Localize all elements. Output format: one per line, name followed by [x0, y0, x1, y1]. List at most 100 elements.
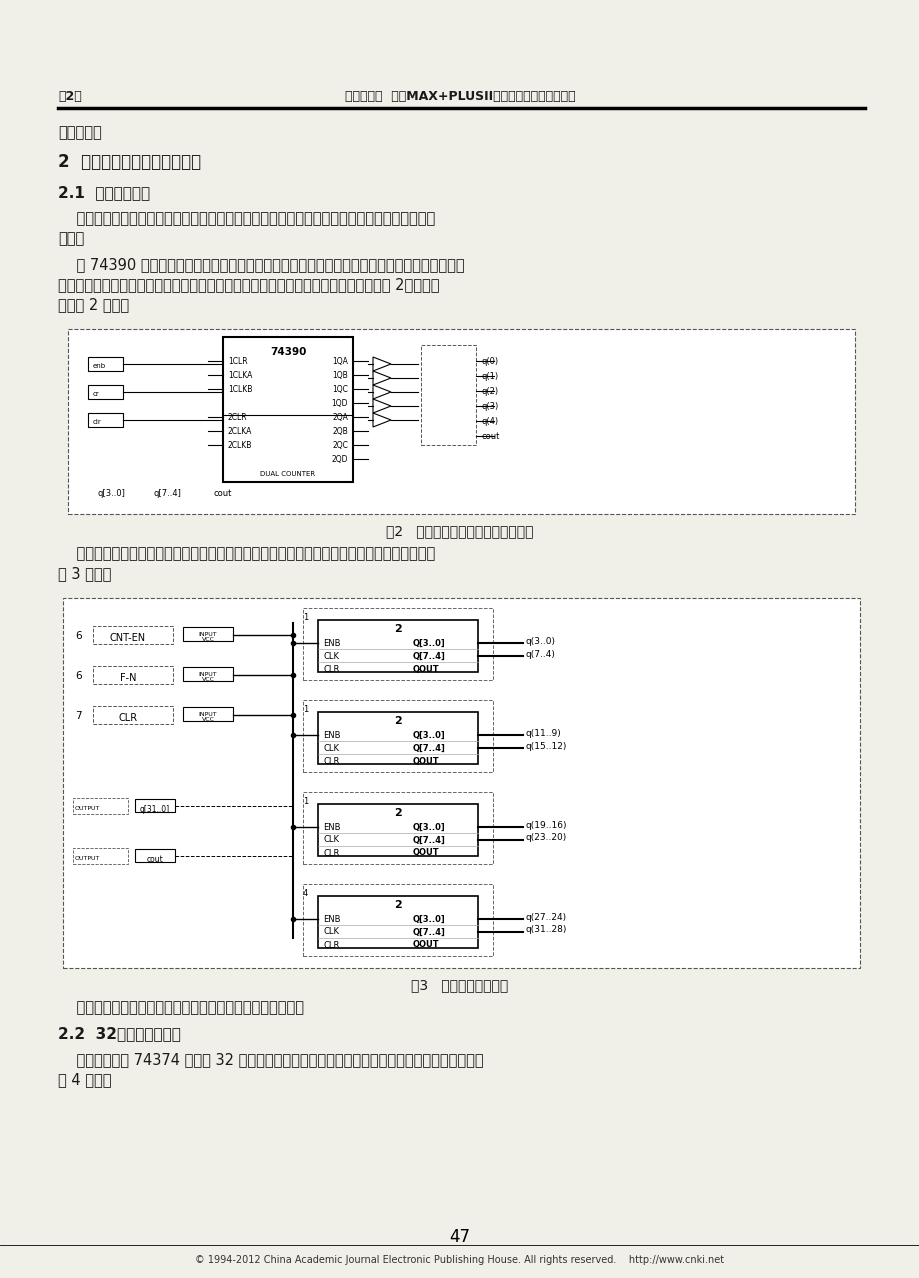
Text: enb: enb — [93, 363, 106, 369]
Text: QOUT: QOUT — [413, 941, 439, 950]
Bar — [183, 627, 233, 642]
Text: 2.2  32位锁存器的设计: 2.2 32位锁存器的设计 — [58, 1026, 181, 1042]
Bar — [93, 705, 173, 725]
Text: 2  应用原理图输入法进行设计: 2 应用原理图输入法进行设计 — [58, 153, 201, 171]
Text: 6: 6 — [75, 631, 82, 642]
Bar — [302, 792, 493, 864]
Bar — [73, 797, 128, 814]
Text: 车轩玉，等  基于MAX+PLUSII软件平台设计数字频率计: 车轩玉，等 基于MAX+PLUSII软件平台设计数字频率计 — [345, 89, 574, 104]
Text: q(23..20): q(23..20) — [526, 833, 567, 842]
Text: QOUT: QOUT — [413, 665, 439, 674]
Bar — [222, 337, 353, 482]
Text: q(19..16): q(19..16) — [526, 820, 567, 829]
Text: q[3..0]: q[3..0] — [98, 489, 126, 498]
Text: q(1): q(1) — [481, 372, 497, 381]
Text: clr: clr — [93, 419, 102, 426]
Bar — [302, 884, 493, 956]
Text: Q[3..0]: Q[3..0] — [413, 731, 446, 740]
Text: q(7..4): q(7..4) — [526, 649, 555, 658]
Text: q(15..12): q(15..12) — [526, 741, 567, 750]
Text: 47: 47 — [449, 1228, 470, 1246]
Text: 4: 4 — [302, 889, 308, 898]
Text: 图 4 所示。: 图 4 所示。 — [58, 1072, 111, 1088]
Bar — [88, 413, 123, 427]
Text: OUTPUT: OUTPUT — [75, 856, 100, 861]
Text: 用 74390 设计有时钟使能的两位十进制计数器，应用软件中的宏功能元件库和基本逻辑元件库: 用 74390 设计有时钟使能的两位十进制计数器，应用软件中的宏功能元件库和基本… — [58, 257, 464, 272]
Text: INPUT
VCC: INPUT VCC — [199, 712, 217, 722]
Text: 1: 1 — [302, 705, 308, 714]
Bar — [93, 626, 173, 644]
Text: 1QC: 1QC — [332, 385, 347, 394]
Text: 图 3 所示。: 图 3 所示。 — [58, 566, 111, 581]
Text: q(2): q(2) — [481, 386, 497, 395]
Text: CLK: CLK — [323, 836, 338, 845]
Text: CLR: CLR — [323, 849, 339, 858]
Text: q[7..4]: q[7..4] — [153, 489, 181, 498]
Text: q(27..24): q(27..24) — [526, 912, 566, 921]
Text: 1QD: 1QD — [331, 399, 347, 408]
Text: © 1994-2012 China Academic Journal Electronic Publishing House. All rights reser: © 1994-2012 China Academic Journal Elect… — [195, 1255, 724, 1265]
Text: 1QB: 1QB — [332, 371, 347, 380]
Text: 的频率值。: 的频率值。 — [58, 125, 102, 141]
Text: ENB: ENB — [323, 823, 340, 832]
Text: QOUT: QOUT — [413, 849, 439, 858]
Text: cr: cr — [93, 391, 99, 397]
Text: q[31..0]: q[31..0] — [140, 804, 170, 814]
Text: 1CLR: 1CLR — [228, 357, 247, 366]
Bar — [318, 712, 478, 764]
Text: QOUT: QOUT — [413, 757, 439, 766]
Text: 1: 1 — [302, 613, 308, 622]
Text: 数器。: 数器。 — [58, 231, 85, 245]
Bar — [135, 849, 175, 861]
Text: Q[3..0]: Q[3..0] — [413, 915, 446, 924]
Text: 设计思路：先设计有时钟使能的两位十进制计数器，四个此类计数模块连接构成八位十进制计: 设计思路：先设计有时钟使能的两位十进制计数器，四个此类计数模块连接构成八位十进制… — [58, 211, 435, 226]
Text: CLR: CLR — [323, 757, 339, 766]
Bar — [183, 667, 233, 681]
Text: CLK: CLK — [323, 928, 338, 937]
Text: 2: 2 — [393, 900, 402, 910]
Text: 用八位锁存器 74374 连接成 32 位锁存器，保存包装成最终的锁存器入库，它的内部具体电路如: 用八位锁存器 74374 连接成 32 位锁存器，保存包装成最终的锁存器入库，它… — [58, 1052, 483, 1067]
Text: 1CLKB: 1CLKB — [228, 385, 252, 394]
Bar — [318, 804, 478, 856]
Text: q(3): q(3) — [481, 401, 498, 410]
Text: 2: 2 — [393, 624, 402, 634]
Text: 2: 2 — [393, 716, 402, 726]
Text: 2QB: 2QB — [332, 427, 347, 436]
Text: Q[3..0]: Q[3..0] — [413, 639, 446, 648]
Text: INPUT
VCC: INPUT VCC — [199, 631, 217, 643]
Bar — [302, 608, 493, 680]
Text: 7: 7 — [75, 711, 82, 721]
Bar — [421, 345, 475, 445]
Text: 2QA: 2QA — [332, 413, 347, 422]
Text: CLR: CLR — [323, 941, 339, 950]
Bar — [62, 598, 859, 967]
Text: q(11..9): q(11..9) — [526, 728, 562, 737]
Text: q(0): q(0) — [481, 357, 497, 366]
Text: q(31..28): q(31..28) — [526, 925, 567, 934]
Bar — [183, 707, 233, 721]
Text: CNT-EN: CNT-EN — [109, 633, 146, 643]
Text: q(3..0): q(3..0) — [526, 636, 555, 645]
Text: 1: 1 — [302, 797, 308, 806]
Text: 在原理图编辑框里调入设计好的两位十进制计数器，连接构成八位十进制计数器，具体电路如: 在原理图编辑框里调入设计好的两位十进制计数器，连接构成八位十进制计数器，具体电路… — [58, 546, 435, 561]
Text: 1CLKA: 1CLKA — [228, 371, 252, 380]
Text: 2CLKA: 2CLKA — [228, 427, 252, 436]
Text: 2CLR: 2CLR — [228, 413, 247, 422]
Text: 图3   八位十进制计数器: 图3 八位十进制计数器 — [411, 978, 508, 992]
Text: F-N: F-N — [119, 674, 136, 682]
Text: ENB: ENB — [323, 731, 340, 740]
Text: 2.1  计数器的设计: 2.1 计数器的设计 — [58, 185, 150, 199]
Text: CLR: CLR — [323, 665, 339, 674]
Text: CLK: CLK — [323, 744, 338, 753]
Text: Q[7..4]: Q[7..4] — [413, 836, 446, 845]
Text: Q[7..4]: Q[7..4] — [413, 744, 446, 753]
Bar — [318, 620, 478, 672]
Text: OUTPUT: OUTPUT — [75, 806, 100, 812]
Bar — [88, 357, 123, 371]
Text: 2QC: 2QC — [332, 441, 347, 450]
Text: CLR: CLR — [119, 713, 138, 723]
Text: 1QA: 1QA — [332, 357, 347, 366]
Bar — [135, 799, 175, 812]
Text: q(4): q(4) — [481, 417, 497, 426]
Text: Q[7..4]: Q[7..4] — [413, 928, 446, 937]
